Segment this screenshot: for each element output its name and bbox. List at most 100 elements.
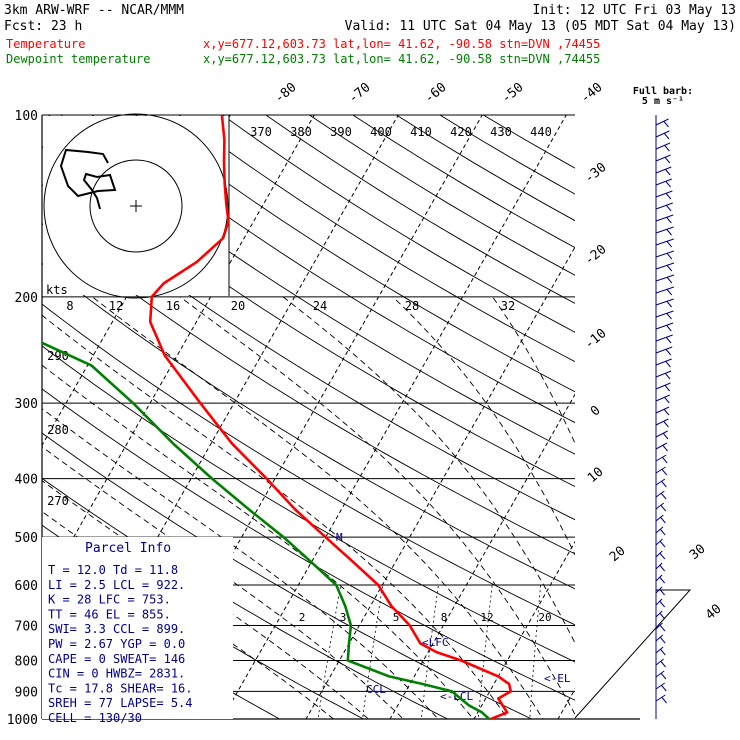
moist-adiabat	[282, 296, 575, 644]
wind-barb	[655, 454, 668, 464]
mixing-ratio-line	[361, 584, 384, 719]
dry-adiabat	[48, 115, 575, 455]
wind-barb	[655, 490, 667, 500]
mixing-ratio-line	[597, 585, 604, 732]
isotherm-label: -70	[346, 80, 374, 107]
isotherm	[473, 540, 575, 719]
theta-label: 270	[47, 494, 69, 508]
parcel-info-row: TT = 46 EL = 855.	[48, 607, 171, 621]
wind-barb	[655, 682, 667, 692]
wind-barb	[655, 250, 675, 260]
isotherm	[719, 115, 740, 732]
wind-barb	[655, 586, 665, 596]
wind-barb	[655, 370, 672, 380]
isotherm-label: -20	[582, 242, 610, 269]
dry-adiabat	[135, 115, 575, 393]
pressure-tick-label: 1000	[7, 713, 38, 728]
dewpoint-line	[42, 341, 490, 719]
hodograph-speed-label: 24	[313, 299, 327, 313]
pressure-tick-label: 100	[15, 109, 38, 124]
wind-barb	[655, 166, 672, 176]
mixing-ratio-line	[317, 584, 342, 719]
wind-barb	[655, 322, 674, 332]
dewpoint-location: x,y=677.12,603.73 lat,lon= 41.62, -90.58…	[203, 52, 600, 66]
wind-barb	[655, 634, 666, 644]
pressure-tick-label: 800	[15, 654, 38, 669]
wind-barb	[655, 382, 671, 392]
hodograph-units: kts	[46, 283, 68, 297]
wind-barb	[655, 154, 671, 164]
dry-adiabat	[439, 115, 575, 195]
mixing-ratio-line	[420, 584, 439, 719]
theta-e-label: 380	[290, 125, 312, 139]
hodograph-trace	[59, 148, 117, 210]
parcel-info-row: CIN = 0 HWBZ= 2831.	[48, 667, 185, 681]
isotherm	[53, 115, 399, 719]
hodograph-speed-label: 16	[166, 299, 180, 313]
dry-adiabat	[42, 223, 575, 555]
wind-barb	[655, 598, 666, 608]
pressure-tick-label: 200	[15, 291, 38, 306]
wind-barb	[655, 478, 667, 488]
parcel-annotation: M	[336, 531, 343, 544]
hodograph-speed-label: 32	[501, 299, 515, 313]
wind-barb	[655, 574, 665, 584]
wind-barb	[655, 610, 666, 620]
forecast-hour: Fcst: 23 h	[4, 19, 82, 34]
wind-barb	[655, 430, 669, 440]
wind-barb	[655, 238, 674, 248]
isotherm-label: 20	[607, 544, 629, 566]
wind-barb	[655, 142, 671, 152]
wind-barb	[655, 202, 673, 212]
moist-adiabat	[392, 296, 575, 556]
hodograph-speed-label: 20	[231, 299, 245, 313]
wind-barb	[655, 502, 667, 512]
moist-adiabat	[42, 314, 509, 719]
dry-adiabat	[42, 345, 575, 663]
parcel-info-row: SWI= 3.3 CCL = 899.	[48, 622, 185, 636]
parcel-annotation: CCL	[366, 683, 386, 696]
parcel-info-row: CELL = 130/30	[48, 711, 142, 725]
model-title: 3km ARW-WRF -- NCAR/MMM	[4, 3, 184, 18]
wind-barb	[655, 514, 666, 524]
wind-barb	[655, 526, 666, 536]
wind-barb	[655, 550, 666, 560]
isotherm-label: -10	[582, 326, 610, 353]
temperature-legend: Temperature	[6, 37, 85, 51]
mixing-ratio-label: 20	[538, 611, 551, 624]
isotherm-label: 10	[585, 465, 607, 487]
parcel-info-row: LI = 2.5 LCL = 922.	[48, 578, 185, 592]
parcel-annotation: <-EL	[544, 672, 571, 685]
wind-barb	[655, 310, 674, 320]
isotherm-label: -50	[499, 80, 527, 107]
isotherm-label: 0	[588, 403, 604, 420]
dry-adiabat	[42, 432, 533, 719]
wind-barb	[655, 334, 673, 344]
barb-legend-value: 5 m s⁻¹	[642, 96, 684, 107]
parcel-info-row: SREH = 77 LAPSE= 5.4	[48, 696, 193, 710]
parcel-annotation: <LFC	[422, 636, 449, 649]
isotherm-label: 30	[687, 542, 709, 564]
pressure-tick-label: 300	[15, 397, 38, 412]
barb-panel-edge	[574, 589, 692, 719]
moist-adiabat	[91, 296, 544, 719]
mixing-ratio-label: 8	[441, 611, 448, 624]
isotherm-label: -80	[272, 80, 300, 107]
wind-barb	[655, 562, 666, 572]
dry-adiabat	[42, 184, 575, 521]
hodograph: kts	[43, 113, 230, 299]
dry-adiabat	[0, 115, 47, 732]
theta-e-label: 370	[250, 125, 272, 139]
parcel-info-box: Parcel Info T = 12.0 Td = 11.8LI = 2.5 L…	[42, 537, 233, 725]
valid-time: Valid: 11 UTC Sat 04 May 13 (05 MDT Sat …	[345, 19, 736, 34]
parcel-info-row: Tc = 17.8 SHEAR= 16.	[48, 681, 193, 695]
barb-legend-title: Full barb:	[633, 86, 693, 97]
wind-barb	[655, 118, 669, 128]
mixing-ratio-line	[477, 584, 493, 719]
wind-barb	[655, 262, 675, 272]
mixing-ratio-label: 5	[393, 611, 400, 624]
dry-adiabat	[91, 115, 575, 424]
wind-barb	[655, 538, 666, 548]
wind-barb	[655, 466, 668, 476]
